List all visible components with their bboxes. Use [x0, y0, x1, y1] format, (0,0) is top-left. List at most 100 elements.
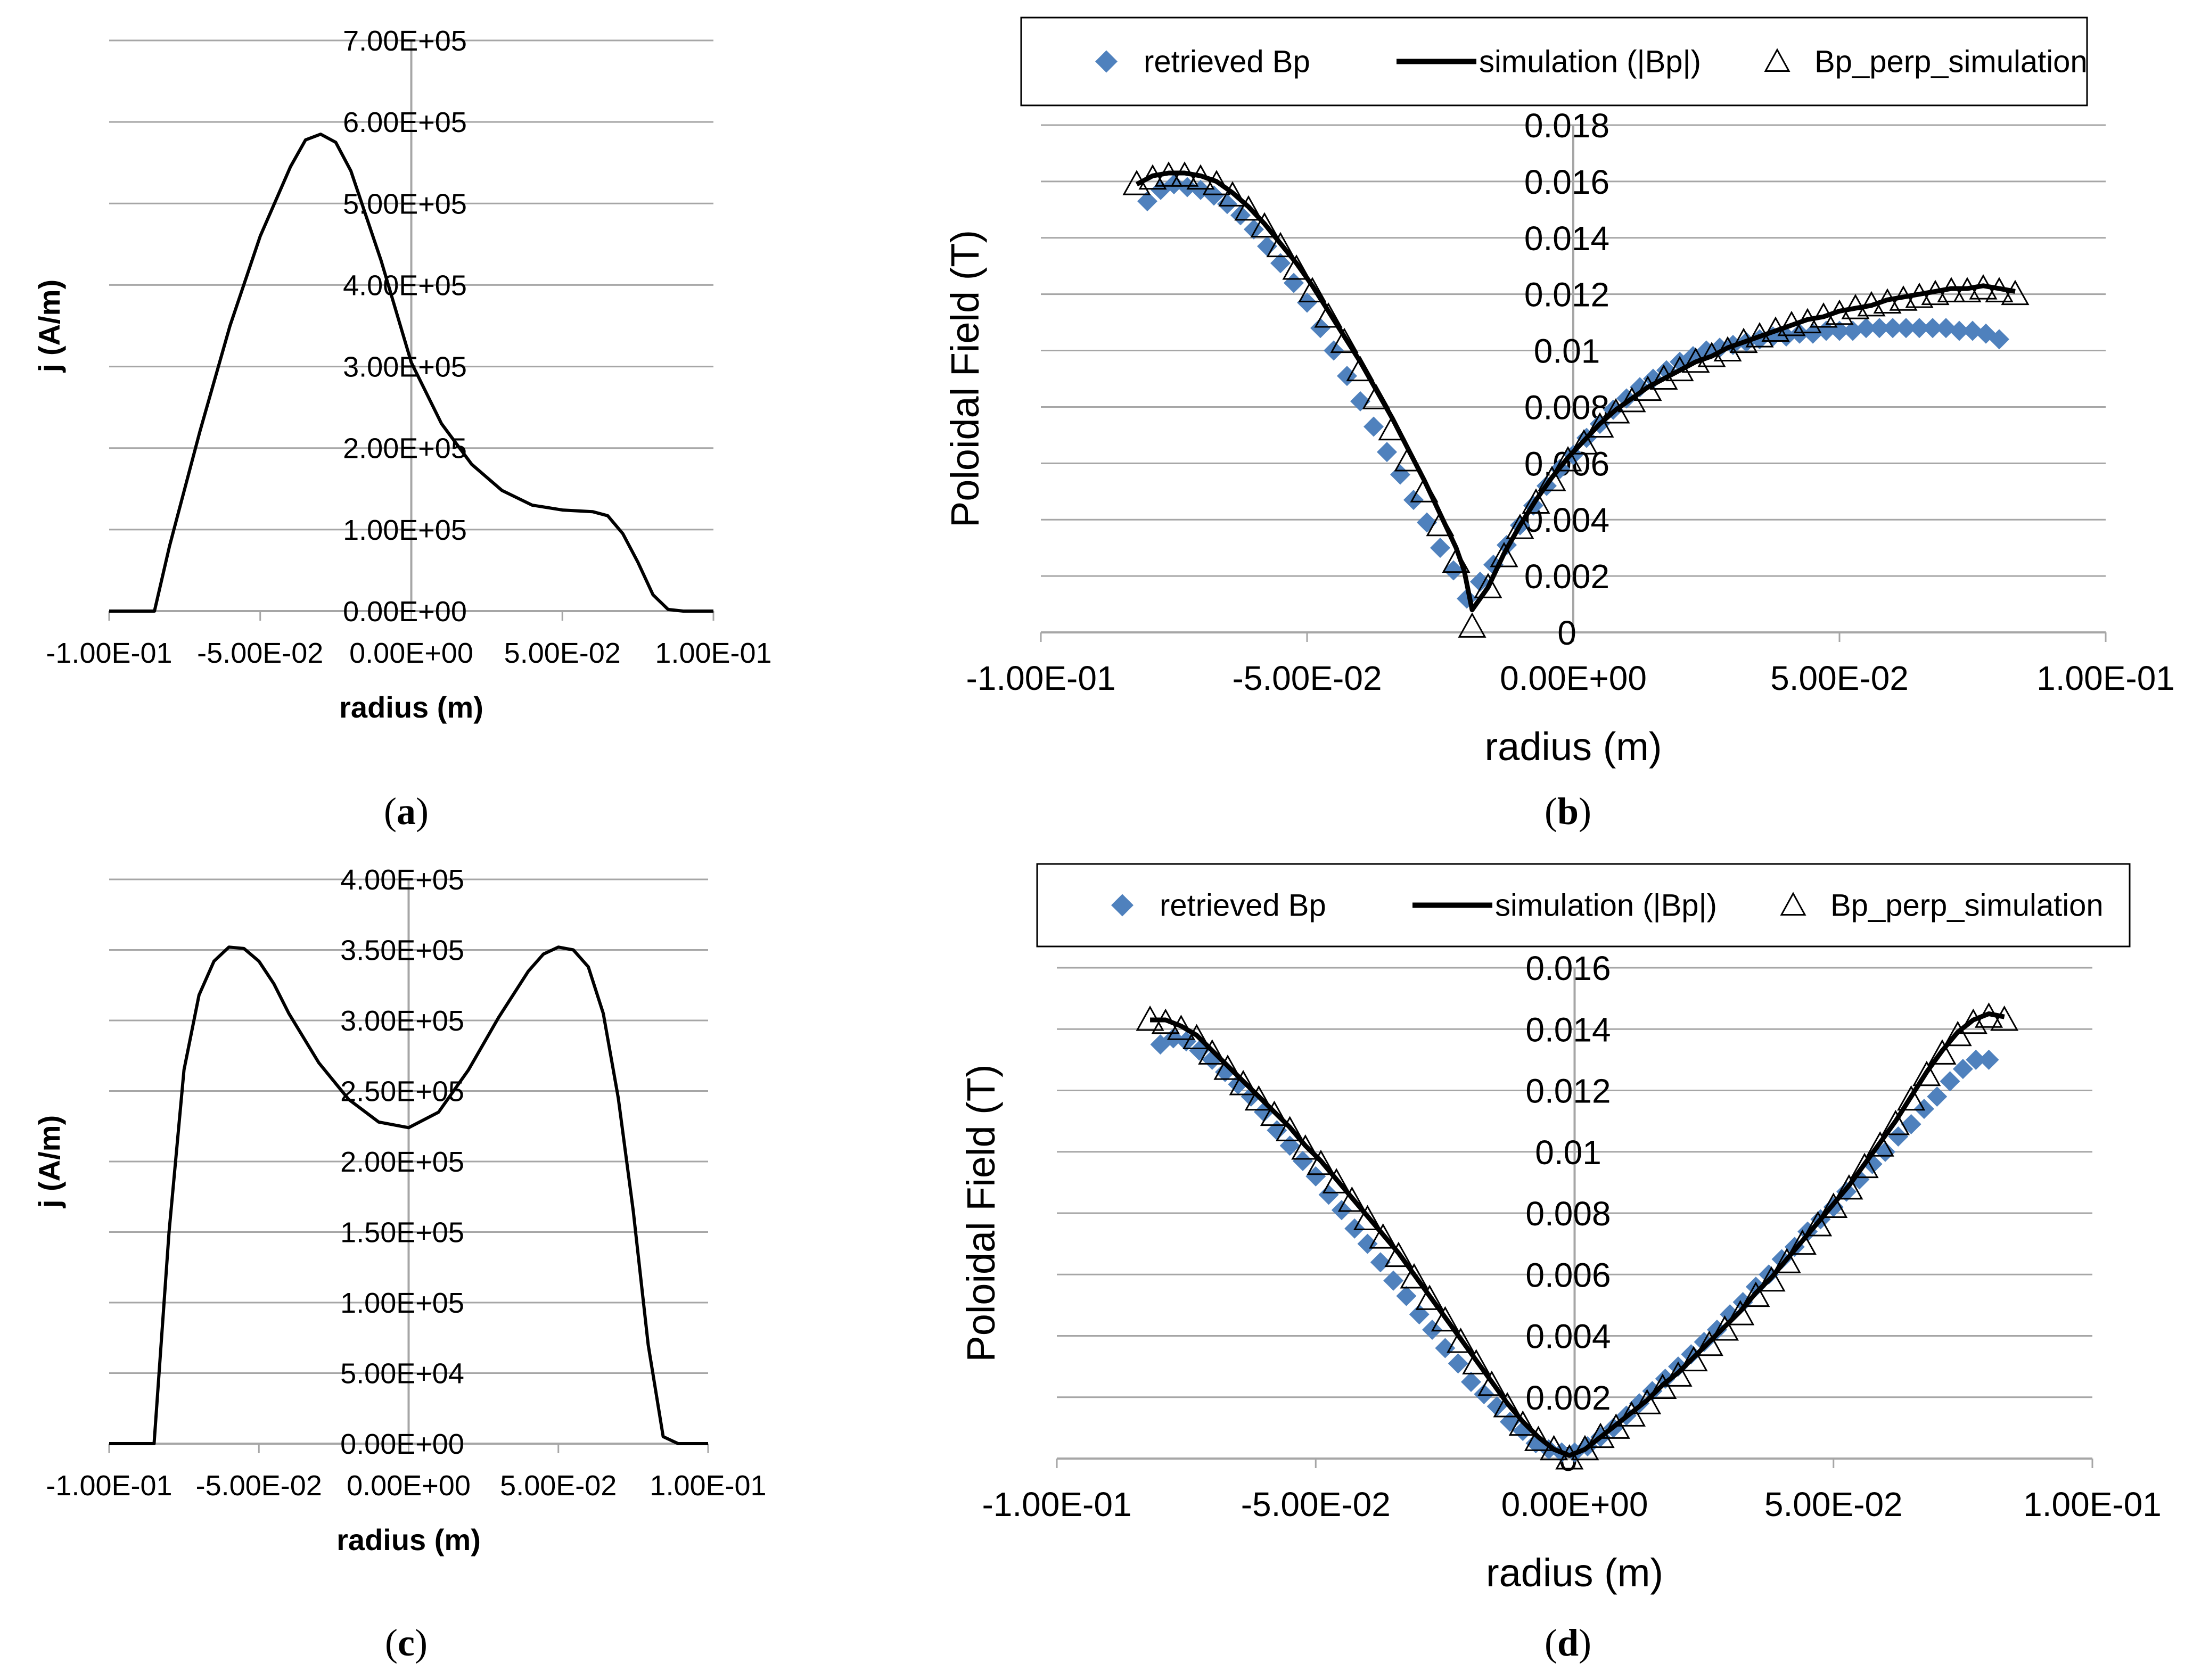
- data-point-diamond: [1324, 340, 1344, 361]
- data-point-triangle: [1322, 1168, 1351, 1193]
- data-point-triangle: [1167, 1015, 1195, 1040]
- y-tick-label: 0.01: [1534, 332, 1600, 370]
- data-point-triangle: [1218, 181, 1247, 207]
- data-point-diamond: [1310, 318, 1330, 339]
- caption-d: (d): [1545, 1621, 1591, 1664]
- data-point-diamond: [1292, 1151, 1313, 1172]
- data-point-diamond: [1443, 560, 1464, 581]
- data-point-triangle: [1633, 1389, 1662, 1414]
- data-point-triangle: [1873, 288, 1902, 314]
- x-tick-label: -1.00E-01: [982, 1485, 1131, 1523]
- data-point-diamond: [1896, 318, 1916, 339]
- data-point-diamond: [1305, 1166, 1326, 1187]
- x-tick-label: 5.00E-02: [500, 1470, 617, 1502]
- data-point-diamond: [1949, 320, 1969, 341]
- data-point-triangle: [1442, 547, 1471, 573]
- data-point-triangle: [1136, 1005, 1164, 1031]
- data-point-triangle: [1586, 1422, 1615, 1448]
- x-tick-label: -5.00E-02: [1232, 659, 1382, 697]
- data-point-diamond: [1816, 320, 1836, 341]
- data-point-diamond: [1270, 253, 1291, 274]
- legend-label: retrieved Bp: [1160, 888, 1326, 923]
- data-point-triangle: [1928, 1039, 1957, 1065]
- data-point-triangle: [1410, 477, 1439, 503]
- data-point-diamond: [1966, 1049, 1986, 1070]
- data-point-diamond: [1869, 318, 1890, 339]
- data-point-triangle: [1369, 1223, 1398, 1249]
- data-point-triangle: [1809, 302, 1838, 328]
- data-point-triangle: [1260, 1100, 1289, 1126]
- data-line: [1150, 1011, 2005, 1458]
- data-point-triangle: [1198, 1039, 1227, 1065]
- data-point-triangle: [1182, 1024, 1211, 1050]
- data-point-triangle: [1213, 1055, 1242, 1080]
- y-tick-label: 1.50E+05: [340, 1217, 464, 1249]
- panel-a: 0.00E+00 1.00E+05 2.00E+05 3.00E+05 4.00E+05…: [32, 25, 772, 724]
- data-point-triangle: [1601, 1413, 1630, 1439]
- x-tick-label: -5.00E-02: [1241, 1485, 1391, 1523]
- legend-box: [1020, 17, 2088, 106]
- data-point-diamond: [1759, 1264, 1779, 1285]
- data-point-diamond: [1370, 1252, 1391, 1273]
- data-point-triangle: [1772, 1248, 1801, 1273]
- x-axis-title: radius (m): [1486, 1551, 1663, 1595]
- legend-triangle-icon: [1780, 892, 1806, 916]
- x-axis-title: radius (m): [336, 1523, 481, 1557]
- y-tick-label: 3.00E+05: [340, 1005, 464, 1037]
- x-axis-title: radius (m): [1484, 724, 1662, 769]
- data-point-diamond: [1923, 318, 1943, 339]
- y-axis-title: j (A/m): [32, 279, 66, 373]
- series-simulation-bp-: [1135, 170, 2016, 613]
- data-point-diamond: [1474, 1383, 1494, 1404]
- data-point-diamond: [1257, 236, 1277, 257]
- data-point-diamond: [1164, 174, 1184, 195]
- y-tick-label: 0.018: [1524, 106, 1609, 145]
- x-tick-label: 5.00E-02: [1764, 1485, 1903, 1523]
- data-point-triangle: [1394, 446, 1423, 472]
- data-point-diamond: [1829, 320, 1850, 341]
- data-point-diamond: [1856, 318, 1876, 339]
- y-tick-label: 0.016: [1525, 949, 1611, 987]
- data-point-diamond: [1435, 1338, 1456, 1358]
- legend-label: Bp_perp_simulation: [1830, 888, 2104, 923]
- data-point-triangle: [1154, 161, 1183, 187]
- y-tick-label: 6.00E+05: [343, 106, 467, 138]
- data-point-triangle: [1291, 1134, 1320, 1160]
- x-tick-label: 1.00E-01: [2036, 659, 2175, 697]
- data-point-diamond: [1989, 329, 2009, 350]
- panel-b: 00.0020.0040.0060.0080.010.0120.0140.016…: [943, 17, 2175, 769]
- y-tick-label: 0.004: [1525, 1317, 1611, 1356]
- data-point-triangle: [1474, 573, 1502, 598]
- data-point-triangle: [1282, 254, 1311, 280]
- data-point-triangle: [1804, 1210, 1833, 1237]
- data-point-diamond: [1383, 1270, 1404, 1291]
- data-point-triangle: [1921, 279, 1950, 306]
- x-tick-label: 0.00E+00: [1501, 1485, 1648, 1523]
- data-point-triangle: [1974, 1002, 2003, 1028]
- data-point-diamond: [1883, 318, 1903, 339]
- data-point-diamond: [1486, 1396, 1507, 1417]
- y-tick-label: 0.014: [1524, 219, 1609, 258]
- data-point-triangle: [1330, 327, 1359, 353]
- data-point-triangle: [1244, 1085, 1273, 1111]
- data-point-triangle: [1897, 1085, 1926, 1111]
- y-tick-label: 3.00E+05: [343, 351, 467, 383]
- data-point-triangle: [1881, 1109, 1910, 1135]
- data-line: [109, 133, 713, 613]
- y-tick-label: 4.00E+05: [340, 864, 464, 896]
- data-line: [1135, 170, 2016, 613]
- data-point-triangle: [1202, 170, 1231, 195]
- y-tick-label: 0: [1557, 614, 1576, 652]
- data-point-diamond: [1978, 1049, 1999, 1070]
- data-point-triangle: [1985, 277, 2014, 302]
- data-point-diamond: [1875, 1141, 1895, 1162]
- data-point-triangle: [1866, 1131, 1894, 1157]
- series-j: [109, 133, 713, 613]
- x-tick-label: 0.00E+00: [1500, 659, 1647, 697]
- data-point-diamond: [1909, 318, 1929, 339]
- data-point-diamond: [1448, 1353, 1468, 1374]
- data-point-diamond: [1377, 442, 1397, 463]
- data-point-triangle: [1522, 488, 1550, 514]
- legend-label: simulation (|Bp|): [1495, 888, 1717, 923]
- panel-c: 0.00E+00 5.00E+04 1.00E+05 1.50E+05 2.00E+05…: [32, 864, 767, 1557]
